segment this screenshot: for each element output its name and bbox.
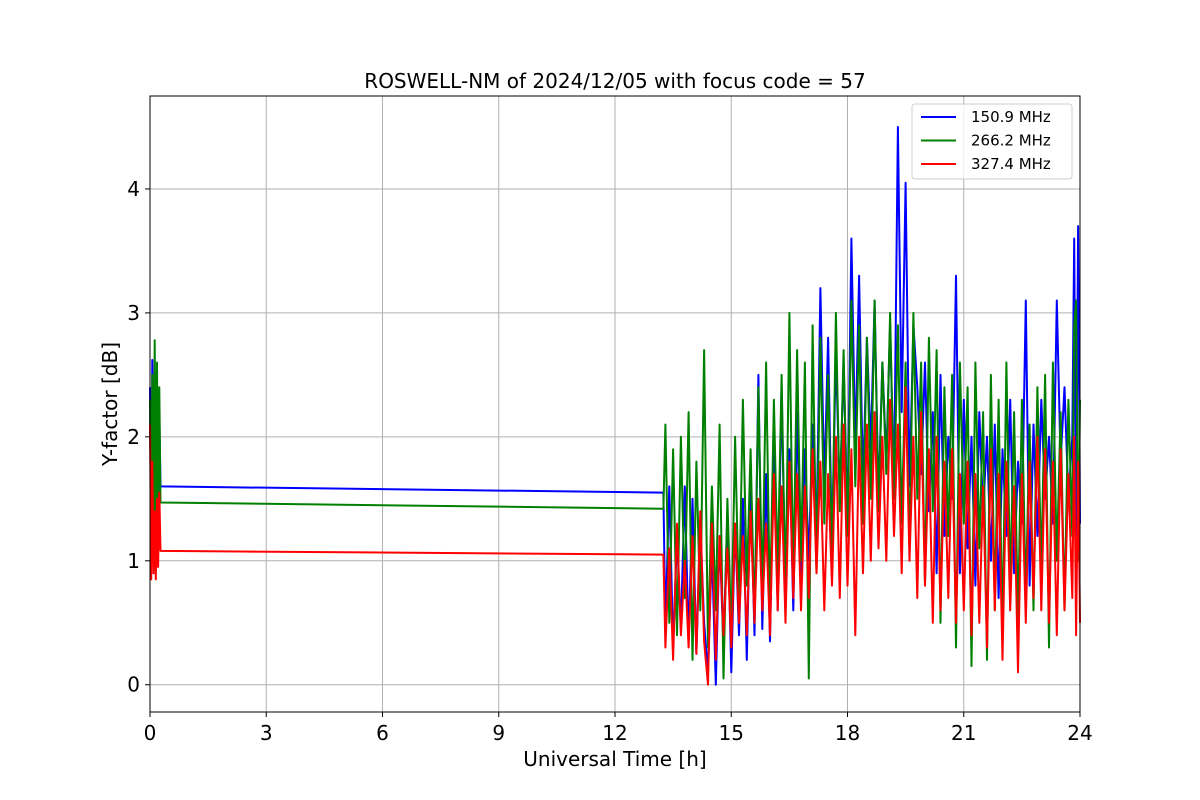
x-tick-label: 9: [492, 721, 505, 745]
y-tick-label: 4: [127, 177, 140, 201]
y-tick-label: 2: [127, 425, 140, 449]
legend-label: 266.2 MHz: [971, 132, 1051, 150]
x-tick-label: 15: [719, 721, 744, 745]
legend: 150.9 MHz 266.2 MHz 327.4 MHz: [911, 103, 1073, 180]
legend-label: 150.9 MHz: [971, 108, 1051, 126]
series-line-2: [149, 386, 1081, 686]
x-tick-label: 3: [260, 721, 273, 745]
x-axis-label: Universal Time [h]: [523, 747, 706, 771]
x-tick-label: 12: [602, 721, 627, 745]
x-tick-label: 24: [1067, 721, 1092, 745]
x-tick-label: 6: [376, 721, 389, 745]
x-tick-label: 0: [144, 721, 157, 745]
legend-box: [911, 103, 1073, 180]
x-tick-label: 18: [835, 721, 860, 745]
series-lines: [149, 126, 1081, 686]
chart-title: ROSWELL-NM of 2024/12/05 with focus code…: [364, 69, 865, 93]
legend-label: 327.4 MHz: [971, 155, 1051, 173]
x-tick-label: 21: [951, 721, 976, 745]
y-axis-label: Y-factor [dB]: [98, 342, 122, 467]
y-tick-label: 1: [127, 549, 140, 573]
y-tick-label: 0: [127, 673, 140, 697]
y-tick-label: 3: [127, 301, 140, 325]
